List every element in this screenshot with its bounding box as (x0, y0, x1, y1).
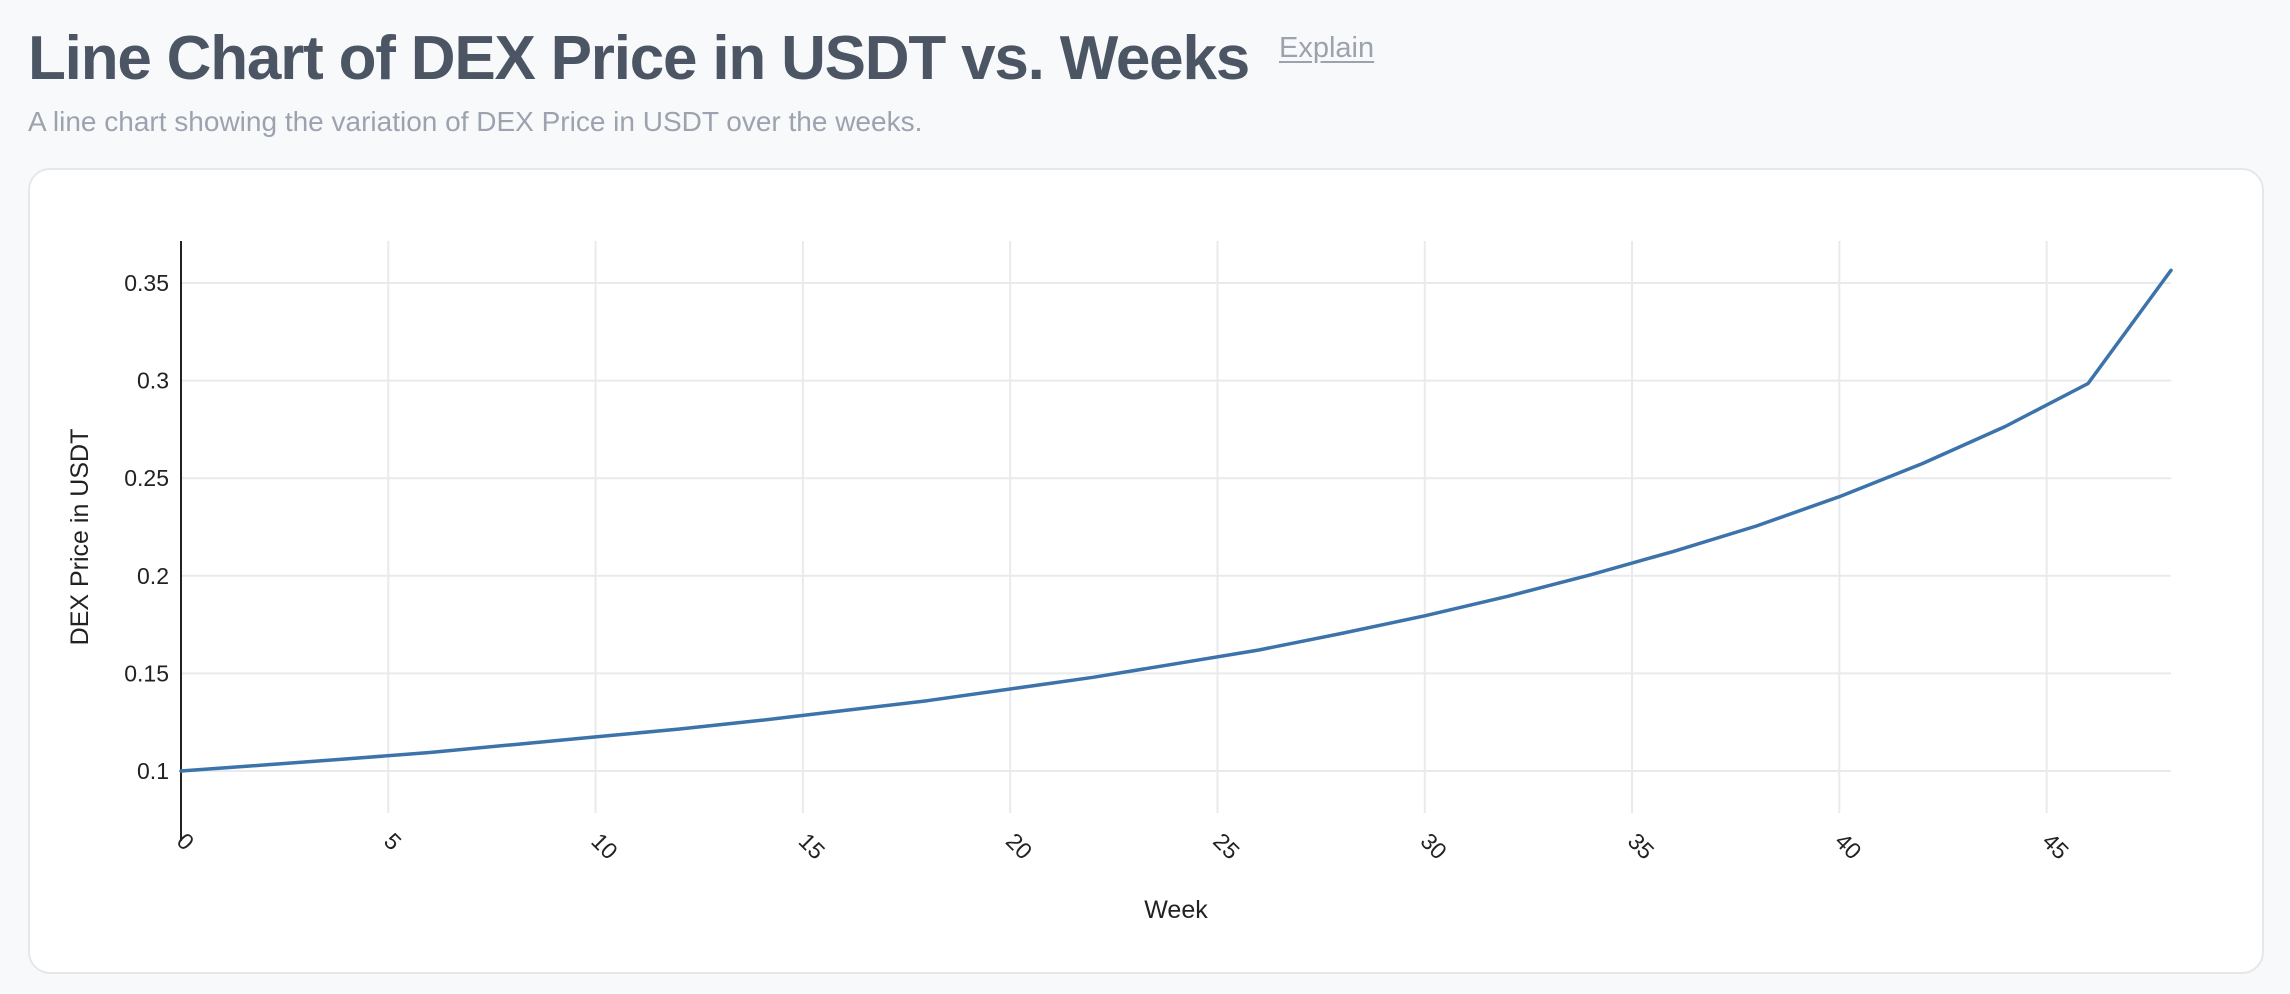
page-subtitle: A line chart showing the variation of DE… (28, 106, 923, 137)
x-tick-label: 0 (172, 828, 199, 855)
title-row: Line Chart of DEX Price in USDT vs. Week… (28, 18, 2262, 100)
x-tick-label: 30 (1416, 828, 1452, 864)
x-tick-label: 45 (2037, 828, 2073, 864)
x-axis-title: Week (1144, 896, 1208, 924)
y-tick-label: 0.15 (124, 660, 169, 686)
x-tick-label: 15 (794, 828, 830, 864)
explain-link[interactable]: Explain (1279, 32, 1375, 64)
series-layer (179, 268, 2173, 773)
y-axis-title: DEX Price in USDT (66, 429, 94, 646)
x-tick-label: 35 (1623, 828, 1659, 864)
x-tick-label: 20 (1001, 828, 1037, 864)
y-tick-label: 0.35 (124, 270, 169, 296)
x-tick-label: 25 (1208, 828, 1244, 864)
grid-layer (180, 241, 2171, 813)
tick-labels: 0 5 10 15 20 25 30 35 40 45 0.1 0.15 0.2 0.25 0.3 0.35 (124, 270, 2074, 864)
page-title: Line Chart of DEX Price in USDT vs. Week… (28, 24, 1250, 93)
line-chart: 0 5 10 15 20 25 30 35 40 450.10.150.20.250.30.35 … (66, 241, 2173, 924)
chart-card: 0 5 10 15 20 25 30 35 40 45 0.1 0.15 0.2 0.25 0.3 0.35 … (28, 168, 2264, 974)
x-tick-label: 40 (1830, 828, 1866, 864)
chart-header: Line Chart of DEX Price in USDT vs. Week… (28, 18, 2262, 138)
x-tick-label: 10 (586, 828, 622, 864)
x-tick-label: 5 (379, 828, 406, 855)
y-tick-label: 0.3 (137, 368, 169, 394)
y-tick-label: 0.1 (137, 758, 169, 784)
y-tick-label: 0.2 (137, 563, 169, 589)
series-line (179, 268, 2173, 773)
y-tick-label: 0.25 (124, 465, 169, 491)
